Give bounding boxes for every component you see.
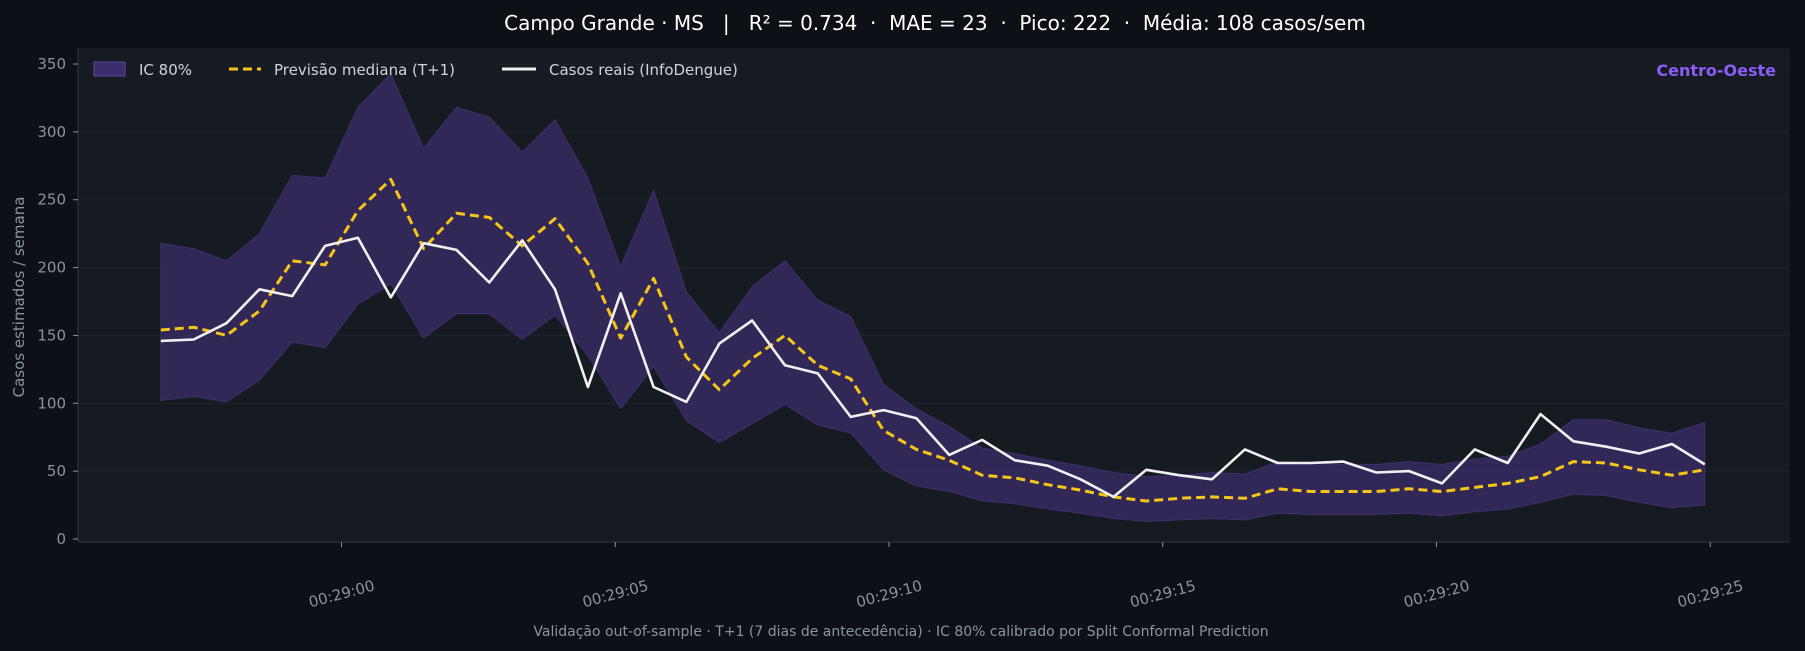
y-tick-label-100: 100 <box>37 394 66 412</box>
legend-label-ic80: IC 80% <box>139 61 192 79</box>
legend-label-actual: Casos reais (InfoDengue) <box>549 61 738 79</box>
chart-title: Campo Grande · MS | R² = 0.734 · MAE = 2… <box>504 11 1366 35</box>
legend-label-forecast: Previsão mediana (T+1) <box>274 61 455 79</box>
y-tick-labels: 0 50 100 150 200 250 300 350 <box>37 55 78 548</box>
confidence-band-layer <box>160 72 1706 522</box>
legend: IC 80% Previsão mediana (T+1) Casos reai… <box>93 61 738 79</box>
y-tick-label-250: 250 <box>37 191 66 209</box>
legend-swatch-ic80 <box>93 61 126 77</box>
series-line-actual <box>160 236 1706 499</box>
y-tick-label-150: 150 <box>37 326 66 344</box>
y-axis-label: Casos estimados / semana <box>10 197 28 398</box>
y-tick-label-0: 0 <box>56 530 66 548</box>
y-tick-label-300: 300 <box>37 123 66 141</box>
region-label: Centro-Oeste <box>1656 61 1776 80</box>
y-tick-label-50: 50 <box>47 462 66 480</box>
footer-caption: Validação out-of-sample · T+1 (7 dias de… <box>533 624 1268 640</box>
y-tick-label-350: 350 <box>37 55 66 73</box>
series-line-forecast <box>160 177 1706 503</box>
y-tick-label-200: 200 <box>37 259 66 277</box>
series-lines-layer <box>160 177 1706 503</box>
series-band-ic80 <box>160 72 1706 522</box>
